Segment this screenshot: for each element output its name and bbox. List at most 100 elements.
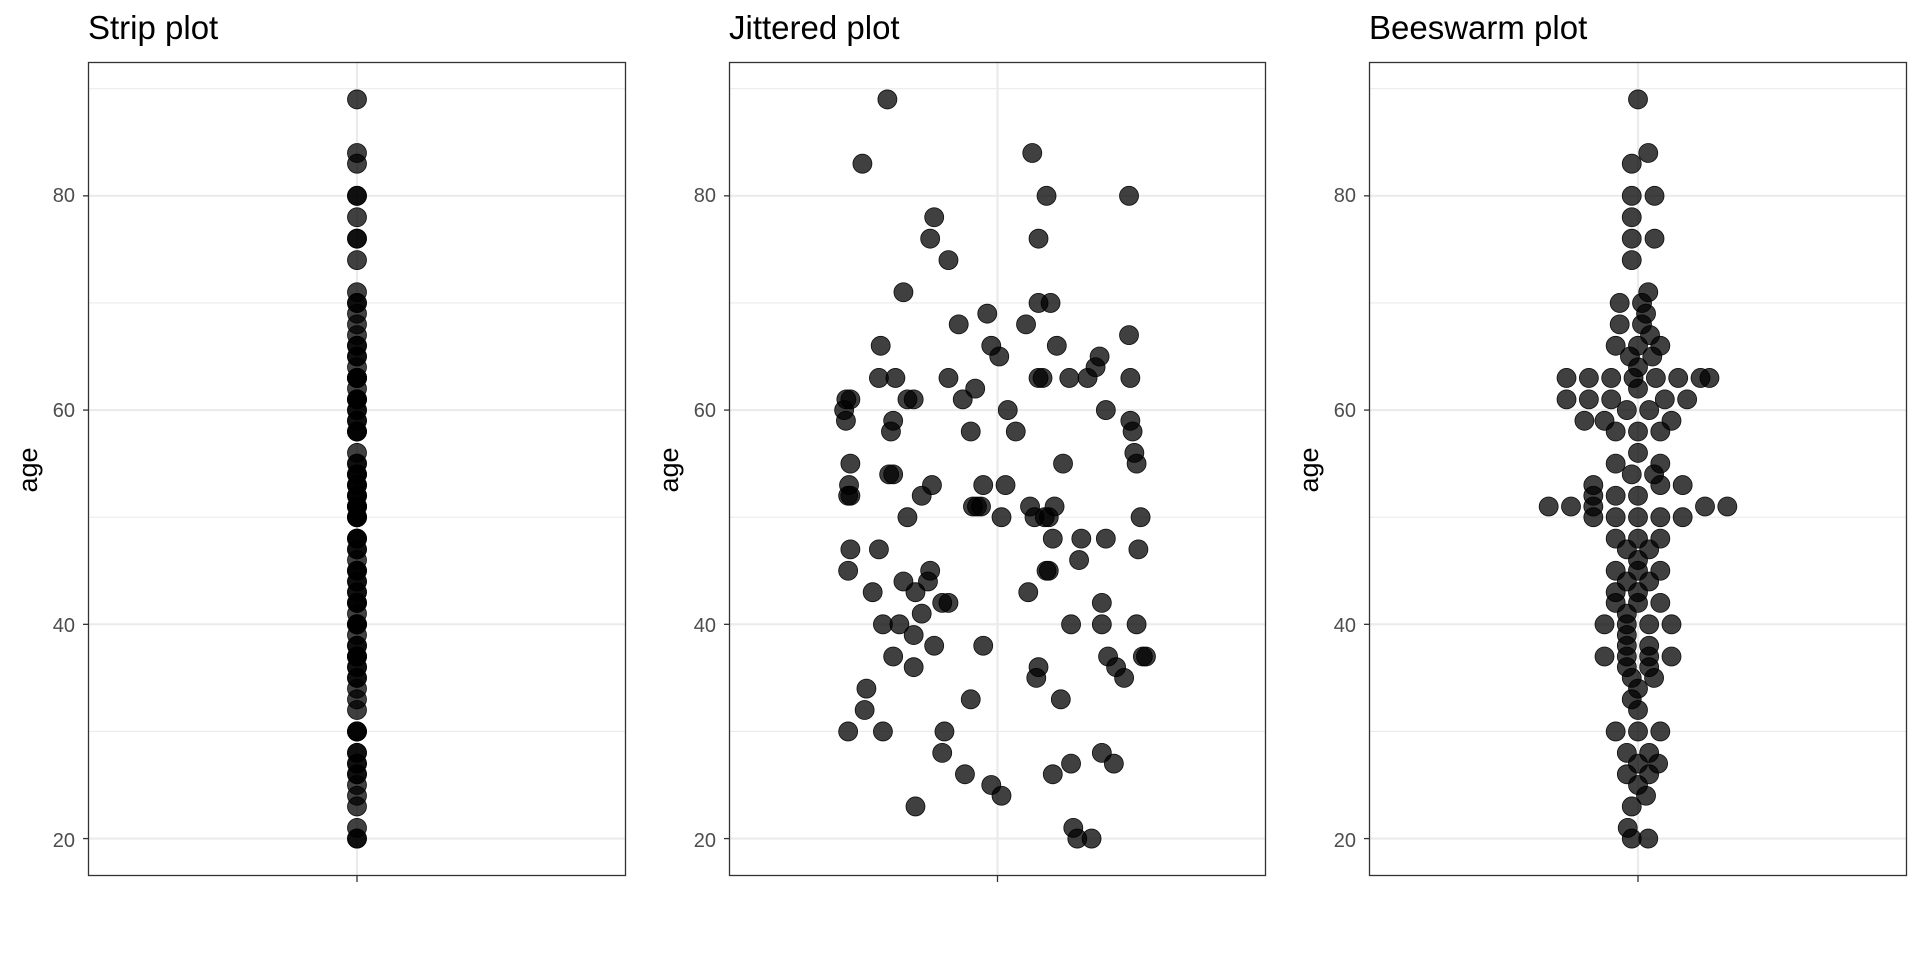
data-point — [1642, 346, 1663, 367]
data-point — [347, 721, 367, 742]
data-point — [852, 153, 873, 174]
data-point — [905, 796, 926, 817]
data-point — [1042, 764, 1063, 785]
data-point — [1578, 389, 1599, 410]
data-point — [1114, 667, 1135, 688]
data-point — [347, 185, 367, 206]
data-point — [938, 368, 959, 388]
data-point — [1038, 560, 1059, 581]
y-tick-label: 60 — [53, 400, 75, 422]
data-point — [1119, 325, 1139, 345]
data-point — [347, 828, 367, 849]
data-point — [920, 228, 941, 249]
y-axis-label: age — [13, 447, 43, 492]
data-point — [1677, 389, 1698, 410]
data-point — [869, 539, 889, 560]
data-point — [1628, 507, 1648, 528]
data-point — [1091, 593, 1112, 613]
data-point — [1609, 293, 1630, 313]
data-point — [1605, 507, 1626, 528]
data-point — [1621, 207, 1642, 228]
data-point — [1621, 185, 1642, 206]
data-point — [347, 700, 367, 720]
data-point — [347, 228, 367, 249]
data-point — [873, 721, 893, 742]
data-point — [911, 603, 932, 624]
data-point — [856, 678, 877, 699]
data-point — [1638, 828, 1659, 849]
data-point — [1022, 143, 1043, 163]
data-point — [1661, 646, 1682, 667]
data-point — [1644, 185, 1665, 206]
y-axis-label: age — [1294, 447, 1324, 492]
data-point — [1091, 614, 1112, 635]
data-point — [1636, 785, 1656, 806]
data-points — [834, 89, 1156, 849]
y-tick-label: 40 — [53, 615, 75, 637]
data-point — [971, 496, 991, 517]
data-point — [1628, 485, 1648, 506]
data-points — [347, 89, 367, 849]
data-point — [938, 593, 959, 613]
data-point — [347, 250, 367, 271]
data-point — [1081, 828, 1102, 849]
data-point — [1699, 368, 1720, 388]
data-point — [1538, 496, 1559, 517]
data-point — [1574, 410, 1595, 431]
data-point — [1594, 646, 1615, 667]
y-tick-label: 80 — [694, 185, 716, 207]
panel-title: Strip plot — [88, 9, 218, 46]
data-point — [991, 785, 1012, 806]
data-point — [1018, 582, 1039, 603]
data-point — [960, 421, 981, 442]
data-point — [1609, 314, 1630, 335]
data-point — [1005, 421, 1026, 442]
panel-title: Beeswarm plot — [1369, 9, 1587, 46]
data-point — [1605, 335, 1626, 356]
data-point — [1069, 550, 1089, 570]
data-point — [1621, 250, 1642, 271]
panel-border — [87, 61, 627, 877]
data-point — [854, 700, 875, 720]
data-point — [989, 346, 1010, 367]
beeswarm-plot-panel: Beeswarm plot age 80 60 40 20 — [1294, 9, 1908, 882]
y-tick-label: 20 — [53, 830, 75, 852]
data-point — [1077, 368, 1098, 388]
data-point — [911, 485, 932, 506]
data-point — [1103, 753, 1124, 774]
data-point — [903, 389, 924, 410]
axis-ticks — [83, 195, 358, 882]
data-point — [1122, 421, 1143, 442]
data-point — [1621, 228, 1642, 249]
data-point — [838, 560, 859, 581]
data-point — [1650, 421, 1671, 442]
data-point — [840, 539, 861, 560]
data-point — [977, 303, 998, 324]
data-point — [840, 485, 861, 506]
data-point — [1601, 389, 1622, 410]
data-point — [1578, 368, 1599, 388]
data-point — [1120, 368, 1141, 388]
data-point — [932, 742, 953, 763]
data-point — [1040, 293, 1061, 313]
data-point — [1628, 700, 1648, 720]
data-point — [905, 582, 926, 603]
data-point — [1650, 475, 1671, 495]
data-point — [1605, 485, 1626, 506]
data-point — [862, 582, 883, 603]
data-point — [1605, 421, 1626, 442]
y-tick-label: 20 — [1334, 830, 1356, 852]
axis-ticks — [1364, 195, 1639, 882]
data-point — [973, 635, 994, 656]
data-point — [973, 475, 994, 495]
data-point — [924, 635, 945, 656]
data-point — [1650, 507, 1671, 528]
data-point — [889, 614, 910, 635]
data-point — [1016, 314, 1036, 335]
data-point — [1556, 368, 1577, 388]
data-point — [1644, 667, 1664, 688]
data-point — [1128, 539, 1149, 560]
data-point — [1628, 421, 1648, 442]
data-point — [1628, 378, 1648, 399]
data-point — [883, 646, 904, 667]
